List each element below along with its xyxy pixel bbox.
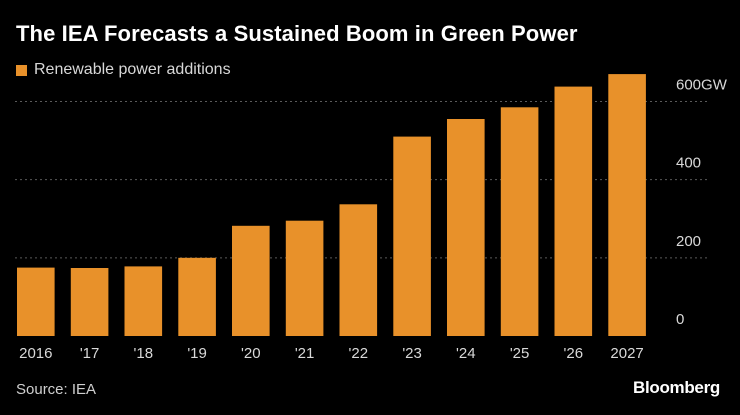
bar-21 (285, 220, 324, 336)
bar-26 (554, 86, 593, 336)
bar-25 (500, 107, 539, 336)
x-tick-label: '26 (564, 345, 584, 362)
x-tick-label: '22 (349, 345, 369, 362)
bar-18 (124, 266, 163, 336)
bars (17, 74, 646, 336)
x-tick-label: 2027 (610, 345, 643, 362)
bar-20 (232, 225, 270, 336)
y-axis-labels: 0 200 400 600GW (676, 76, 728, 328)
x-tick-label: '19 (187, 345, 207, 362)
x-tick-label: '24 (456, 345, 476, 362)
bar-19 (178, 257, 216, 336)
bar-22 (339, 204, 378, 336)
bar-17 (70, 268, 109, 336)
x-tick-label: 2016 (19, 345, 52, 362)
y-tick-label: 200 (676, 233, 701, 250)
bloomberg-logo: Bloomberg (632, 378, 720, 397)
legend-label: Renewable power additions (34, 61, 231, 78)
x-tick-label: '20 (241, 345, 261, 362)
bar-24 (447, 119, 485, 336)
x-tick-label: '18 (134, 345, 154, 362)
y-tick-label: 0 (676, 311, 684, 328)
legend-swatch (16, 64, 27, 76)
chart-title: The IEA Forecasts a Sustained Boom in Gr… (16, 21, 578, 46)
y-tick-label: 400 (676, 155, 701, 172)
x-tick-label: '21 (295, 345, 315, 362)
x-tick-label: '23 (402, 345, 422, 362)
y-tick-label: 600GW (676, 76, 728, 93)
legend: Renewable power additions (16, 61, 231, 79)
x-axis-labels: 2016 '17 '18 '19 '20 '21 '22 '23 '24 '25 '26 2027 (19, 345, 644, 362)
x-tick-label: '17 (80, 345, 100, 362)
bar-23 (393, 136, 431, 336)
source-note: Source: IEA (16, 381, 97, 398)
x-tick-label: '25 (510, 345, 530, 362)
bar-2027 (608, 74, 646, 336)
bar-2016 (17, 267, 55, 336)
